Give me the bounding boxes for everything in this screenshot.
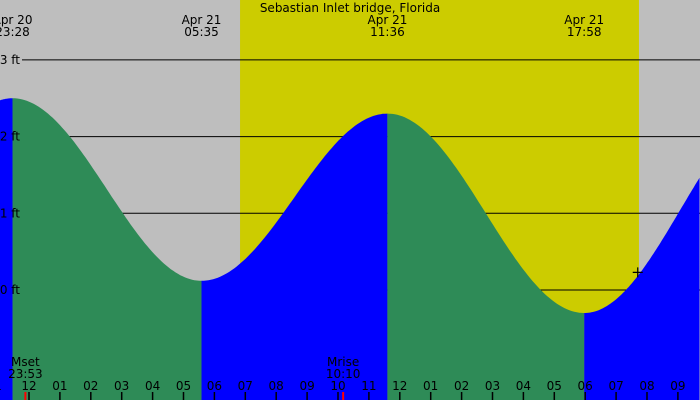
extreme-date: Apr 21 [368,13,408,27]
x-tick-label: 09 [299,379,314,393]
y-axis-labels: 3 ft 2 ft 1 ft 0 ft [0,53,20,297]
x-tick-label: 12 [21,379,36,393]
extreme-time: 05:35 [184,25,219,39]
rising-tide-area [584,177,700,400]
current-time-marker [632,267,643,278]
x-tick-label: 06 [578,379,593,393]
extreme-time: 11:36 [370,25,405,39]
x-tick-label: 01 [52,379,67,393]
x-tick-label: 02 [83,379,98,393]
x-tick-label: 07 [238,379,253,393]
x-tick-label: 12 [392,379,407,393]
x-tick-label: 03 [114,379,129,393]
x-tick-label: 09 [670,379,685,393]
x-tick-label: 03 [485,379,500,393]
moon-event-time: 10:10 [326,367,361,381]
moon-event-time: 23:53 [8,367,43,381]
crosshair-icon [632,267,643,278]
tide-area [0,98,700,400]
x-tick-label: 08 [269,379,284,393]
rising-tide-area [201,113,388,400]
x-tick-label: 02 [454,379,469,393]
extreme-date: Apr 21 [182,13,222,27]
x-tick-label: 1 [0,379,2,393]
x-tick-label: 05 [547,379,562,393]
x-tick-label: 04 [516,379,531,393]
x-tick-label: 05 [176,379,191,393]
x-tick-label: 08 [639,379,654,393]
extreme-labels: Sebastian Inlet bridge, Florida Apr 2023… [0,1,604,39]
x-tick-label: 10 [330,379,345,393]
rising-tide-area [0,98,13,400]
y-tick-label: 1 ft [0,206,20,220]
x-axis: 1 12 01 02 03 04 05 06 07 08 09 10 11 12 01 02 03 04 05 06 0… [0,379,686,400]
extreme-date: Apr 20 [0,13,32,27]
extreme-time: 17:58 [567,25,602,39]
extreme-date: Apr 21 [564,13,604,27]
chart-title: Sebastian Inlet bridge, Florida [260,1,440,15]
x-tick-label: 11 [361,379,376,393]
x-tick-label: 07 [608,379,623,393]
falling-tide-area [387,113,585,400]
moon-event-label: Mrise [327,355,359,369]
extreme-time: 23:28 [0,25,30,39]
y-tick-label: 3 ft [0,53,20,67]
x-tick-label: 01 [423,379,438,393]
y-tick-label: 0 ft [0,283,20,297]
y-tick-label: 2 ft [0,130,20,144]
moon-event-label: Mset [11,355,40,369]
x-tick-label: 06 [207,379,222,393]
falling-tide-area [12,98,202,400]
x-tick-label: 04 [145,379,160,393]
